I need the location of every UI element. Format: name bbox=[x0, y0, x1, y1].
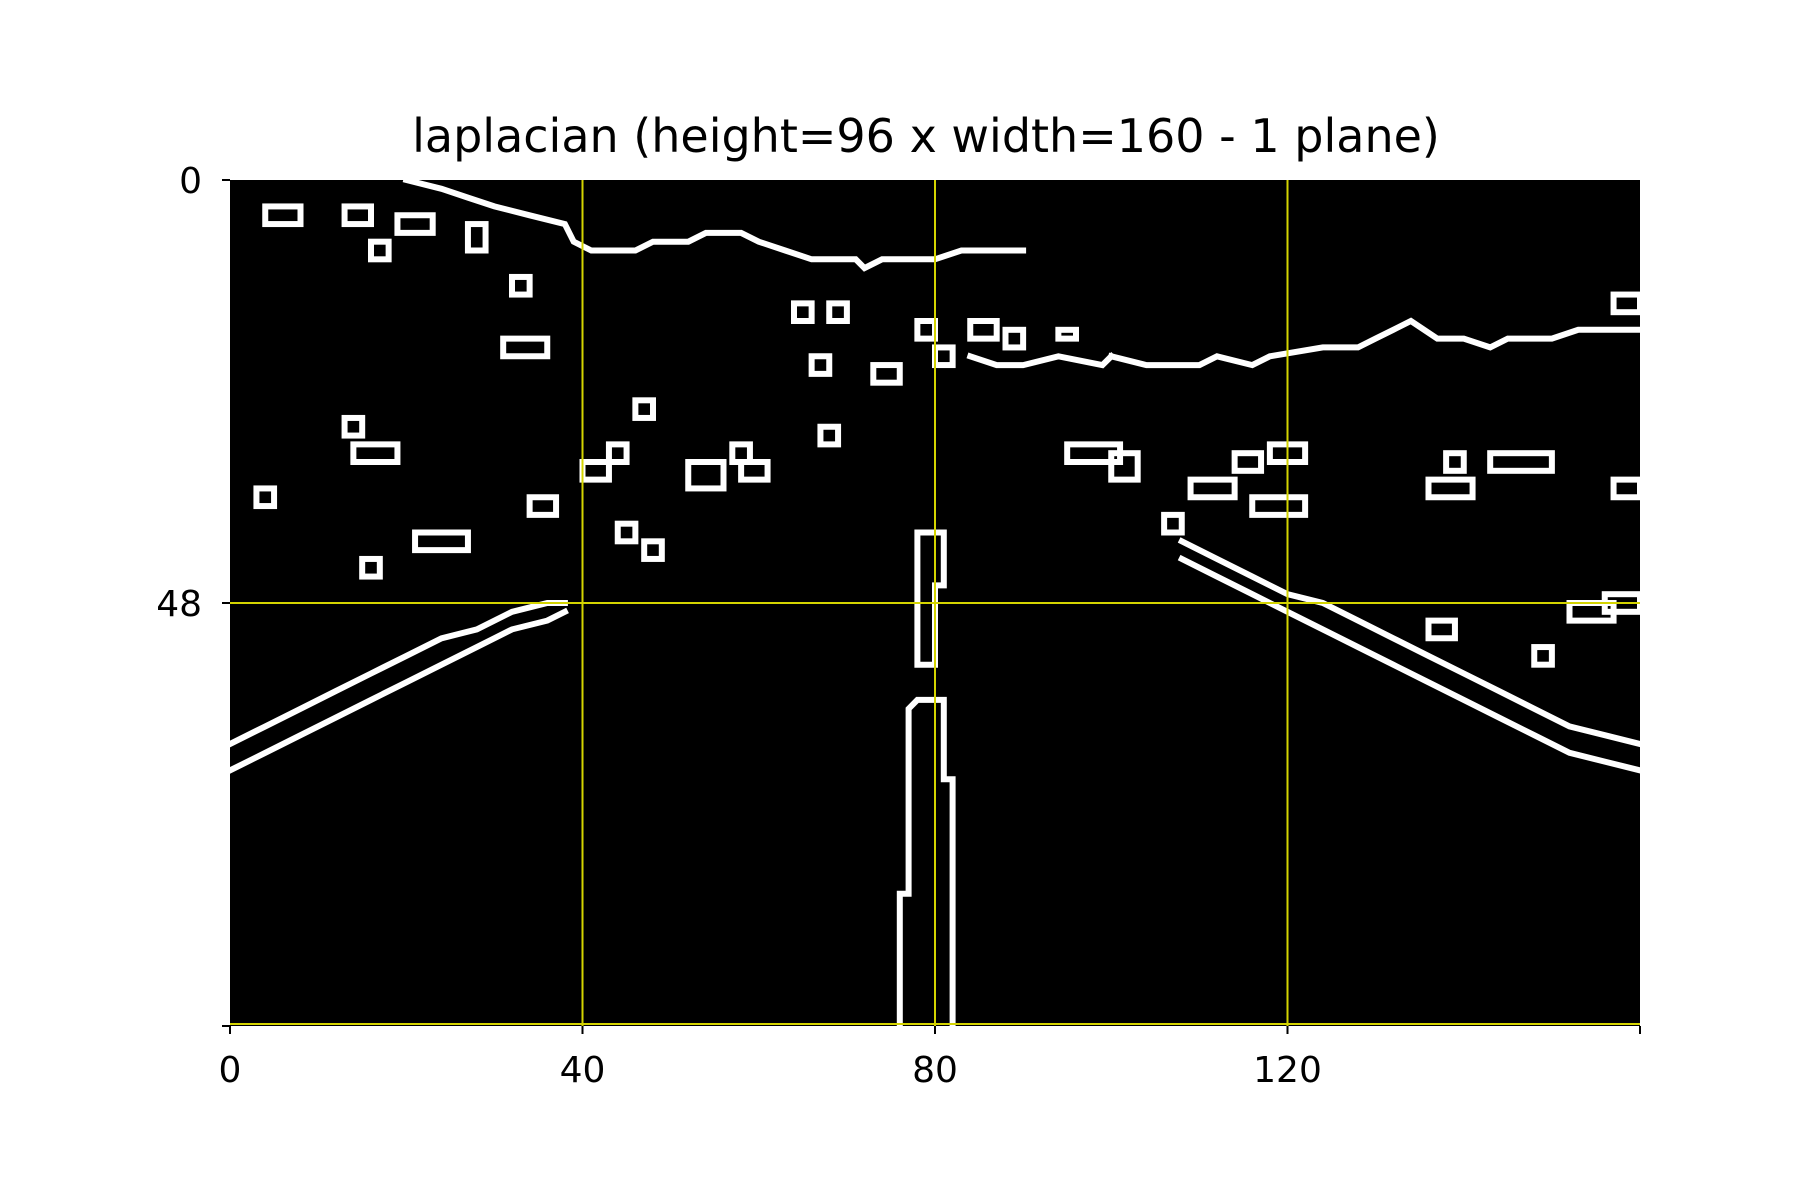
y-tick-label: 0 bbox=[179, 161, 202, 202]
edge-blob bbox=[341, 414, 366, 439]
edge-blob bbox=[262, 203, 304, 228]
edge-blob bbox=[341, 203, 374, 228]
edge-blob bbox=[1531, 644, 1555, 668]
edge-blob bbox=[1002, 326, 1027, 351]
edge-blob bbox=[1187, 476, 1238, 501]
x-tick-label: 0 bbox=[219, 1050, 242, 1091]
edge-blob bbox=[614, 520, 639, 545]
edge-blob bbox=[1425, 476, 1476, 501]
edge-blob bbox=[1161, 511, 1185, 536]
edge-blob bbox=[509, 273, 533, 298]
edge-blob bbox=[967, 318, 1000, 342]
edge-blob bbox=[1108, 450, 1141, 483]
edge-blob bbox=[1487, 450, 1555, 474]
edge-blob bbox=[359, 555, 383, 580]
edge-blob bbox=[1055, 326, 1079, 342]
edge-blob bbox=[253, 485, 278, 510]
edge-blob bbox=[870, 362, 903, 386]
edge-blob bbox=[350, 441, 401, 465]
edge-blob bbox=[1610, 476, 1640, 501]
edge-blob bbox=[464, 221, 489, 254]
edge-blob bbox=[605, 441, 630, 465]
edge-road-right-inner bbox=[1177, 554, 1640, 774]
edge-blob bbox=[394, 212, 436, 236]
edge-blob bbox=[500, 335, 551, 360]
edge-mid-edge bbox=[966, 352, 1116, 369]
edge-blob bbox=[1231, 450, 1265, 474]
x-tick-label: 120 bbox=[1253, 1050, 1322, 1091]
edge-road-left-inner bbox=[230, 607, 569, 774]
edge-road-right-outer bbox=[1177, 537, 1640, 748]
edge-layer bbox=[230, 180, 1640, 1026]
chart-title: laplacian (height=96 x width=160 - 1 pla… bbox=[412, 109, 1440, 163]
edge-road-left-outer bbox=[230, 600, 568, 748]
axes: 0 40 80 120 0 48 bbox=[156, 161, 1641, 1091]
edge-blob bbox=[808, 353, 833, 377]
edge-blob bbox=[826, 300, 850, 324]
edge-blob bbox=[685, 459, 727, 492]
edge-blob bbox=[1610, 291, 1640, 316]
edge-blob bbox=[1425, 617, 1458, 642]
edge-blob bbox=[412, 529, 471, 554]
edge-blob bbox=[1443, 450, 1467, 474]
edge-blob bbox=[738, 459, 771, 483]
x-tick-label: 40 bbox=[560, 1050, 606, 1091]
edge-blob bbox=[817, 423, 842, 448]
edge-blob bbox=[632, 397, 656, 421]
edge-blob bbox=[368, 238, 392, 263]
plot-area bbox=[230, 180, 1640, 1026]
edge-horizon-lower bbox=[1107, 317, 1640, 369]
y-tick-label: 48 bbox=[156, 584, 202, 625]
edge-blob bbox=[791, 300, 815, 324]
x-tick-label: 80 bbox=[912, 1050, 958, 1091]
edge-blob bbox=[526, 494, 560, 518]
edge-blob bbox=[641, 538, 665, 562]
edge-horizon-upper bbox=[402, 180, 1027, 272]
edge-blob bbox=[1249, 494, 1309, 518]
edge-center-marker-lower bbox=[896, 696, 956, 1026]
